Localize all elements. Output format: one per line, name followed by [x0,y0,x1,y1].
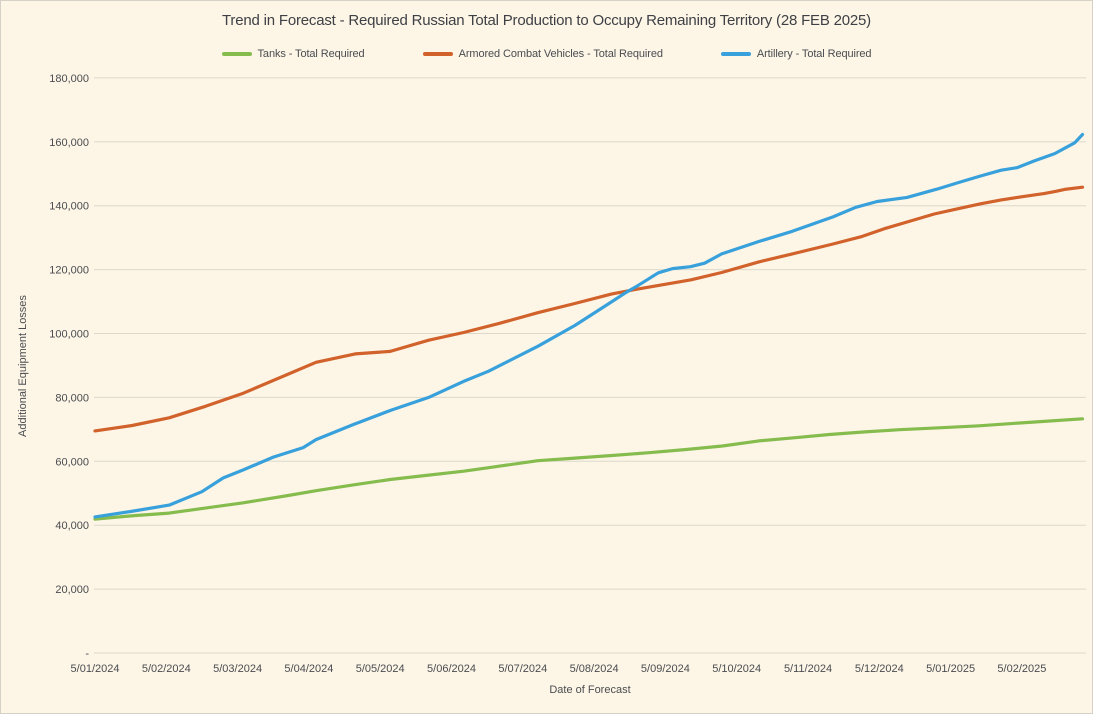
y-tick-label: 80,000 [55,392,89,404]
chart-title: Trend in Forecast - Required Russian Tot… [222,12,871,29]
y-tick-label: 180,000 [49,73,89,85]
y-tick-label: 120,000 [49,265,89,277]
legend-label: Artillery - Total Required [756,48,872,60]
legend-line-swatch-icon [720,52,751,56]
legend-label: Tanks - Total Required [257,48,365,60]
series-line-artillery [93,132,1085,519]
x-tick-label: 5/04/2024 [284,663,333,675]
x-axis-title: Date of Forecast [549,684,631,696]
x-tick-label: 5/06/2024 [427,663,476,675]
series-line-tanks [93,417,1085,521]
legend-line-swatch-icon [422,52,453,56]
x-tick-label: 5/03/2024 [213,663,262,675]
x-tick-label: 5/01/2024 [71,663,120,675]
y-tick-label: 60,000 [55,456,89,468]
legend-item-artillery: Artillery - Total Required [720,48,872,60]
x-tick-label: 5/09/2024 [641,663,690,675]
legend-line-swatch-icon [221,52,252,56]
x-tick-label: 5/10/2024 [712,663,761,675]
legend-item-armored: Armored Combat Vehicles - Total Required [422,48,663,60]
x-tick-label: 5/02/2024 [142,663,191,675]
x-tick-label: 5/12/2024 [855,663,904,675]
y-tick-label: - [85,648,89,660]
legend-item-tanks: Tanks - Total Required [221,48,365,60]
x-tick-label: 5/11/2024 [784,663,832,675]
y-tick-label: 160,000 [49,137,89,149]
x-tick-label: 5/08/2024 [570,663,619,675]
y-tick-label: 20,000 [55,584,89,596]
y-tick-label: 140,000 [49,201,89,213]
x-tick-label: 5/02/2025 [997,663,1046,675]
y-tick-label: 100,000 [49,329,89,341]
x-tick-label: 5/05/2024 [356,663,405,675]
x-tick-label: 5/07/2024 [498,663,547,675]
y-tick-label: 40,000 [55,520,89,532]
y-axis-title: Additional Equipment Losses [17,295,29,437]
legend-label: Armored Combat Vehicles - Total Required [458,48,663,60]
series-line-armored [93,185,1085,433]
x-tick-label: 5/01/2025 [926,663,975,675]
legend: Tanks - Total Required Armored Combat Veh… [1,48,1092,60]
